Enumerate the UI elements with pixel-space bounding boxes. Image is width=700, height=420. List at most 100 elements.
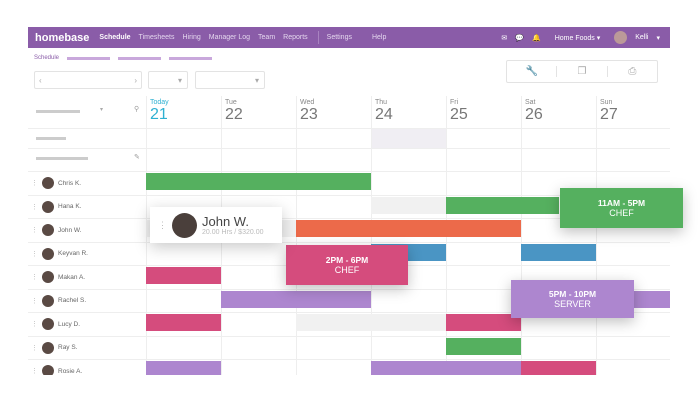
date-number: 25: [450, 106, 468, 123]
day-column: [596, 96, 597, 375]
employee-filter[interactable]: [36, 110, 80, 113]
drag-handle-icon[interactable]: ⋮: [31, 274, 38, 281]
avatar: [42, 294, 54, 307]
unavailable-block[interactable]: [296, 314, 446, 331]
day-header[interactable]: Today 21: [146, 96, 169, 128]
drag-handle-icon[interactable]: ⋮: [31, 368, 38, 375]
day-header[interactable]: Sat 26: [521, 96, 543, 128]
shift-popup[interactable]: 11AM - 5PM CHEF: [560, 188, 683, 228]
drag-handle-icon[interactable]: ⋮: [31, 180, 38, 187]
wrench-icon[interactable]: 🔧: [507, 66, 558, 77]
employee-label[interactable]: ⋮ Keyvan R.: [31, 247, 88, 260]
chevron-down-icon[interactable]: ▾: [656, 34, 660, 42]
weekday-label: Sun: [600, 99, 613, 106]
shift-block[interactable]: [446, 196, 559, 214]
employee-label[interactable]: ⋮ Rachel S.: [31, 294, 87, 307]
nav-divider: [317, 31, 319, 44]
shift-block[interactable]: [221, 290, 371, 308]
grid-divider: [28, 128, 670, 129]
shift-popup[interactable]: 5PM - 10PM SERVER: [511, 280, 634, 318]
drag-handle-icon[interactable]: ⋮: [31, 250, 38, 258]
nav-hiring[interactable]: Hiring: [182, 34, 201, 41]
drag-handle-icon[interactable]: ⋮: [158, 219, 167, 230]
action-buttons: 🔧 ❐ ⎙: [506, 60, 658, 83]
user-avatar[interactable]: [614, 31, 628, 44]
row-label-placeholder: [36, 137, 66, 140]
employee-label[interactable]: ⋮ Chris K.: [31, 177, 81, 189]
user-name[interactable]: Kelli: [635, 34, 649, 41]
mail-icon[interactable]: ✉: [501, 34, 508, 42]
chevron-down-icon[interactable]: ▾: [100, 107, 104, 113]
shift-block[interactable]: [146, 314, 221, 331]
nav-manager-log[interactable]: Manager Log: [208, 34, 251, 41]
sub-nav: Schedule: [28, 51, 213, 65]
employee-name: Ray S.: [58, 344, 78, 351]
dragged-employee-card[interactable]: ⋮ John W. 20.00 Hrs / $320.00: [150, 207, 282, 243]
shift-block[interactable]: [146, 267, 221, 284]
employee-name: Keyvan R.: [58, 250, 88, 257]
shift-block[interactable]: [446, 314, 521, 331]
nav-timesheets[interactable]: Timesheets: [138, 34, 175, 41]
drag-handle-icon[interactable]: ⋮: [31, 227, 38, 234]
employee-label[interactable]: ⋮ Ray S.: [31, 341, 78, 354]
avatar: [42, 365, 54, 375]
date-navigator[interactable]: ‹ ›: [34, 71, 142, 89]
employee-label[interactable]: ⋮ Lucy D.: [31, 318, 80, 330]
date-number: 24: [375, 106, 393, 123]
nav-settings[interactable]: Settings: [326, 34, 352, 41]
day-header[interactable]: Wed 23: [296, 96, 318, 128]
drag-handle-icon[interactable]: ⋮: [31, 344, 38, 352]
drag-handle-icon[interactable]: ⋮: [31, 297, 38, 305]
print-icon[interactable]: ⎙: [628, 66, 637, 77]
nav-reports[interactable]: Reports: [283, 34, 308, 41]
magic-wand-icon[interactable]: ✎: [134, 154, 140, 161]
employee-label[interactable]: ⋮ Hana K.: [31, 200, 82, 213]
subnav-placeholder[interactable]: [118, 56, 162, 60]
shift-popup[interactable]: 2PM - 6PM CHEF: [286, 245, 408, 285]
nav-help[interactable]: Help: [371, 34, 387, 41]
nav-team[interactable]: Team: [258, 34, 276, 41]
location-dropdown[interactable]: Home Foods ▾: [554, 34, 601, 42]
subnav-placeholder[interactable]: [169, 56, 213, 60]
nav-schedule[interactable]: Schedule: [99, 34, 131, 41]
drag-handle-icon[interactable]: ⋮: [31, 203, 38, 211]
next-week-button[interactable]: ›: [134, 75, 137, 85]
shift-block[interactable]: [146, 361, 221, 375]
shift-block[interactable]: [296, 220, 521, 237]
view-select[interactable]: ▾: [148, 71, 188, 89]
day-header[interactable]: Tue 22: [221, 96, 243, 128]
day-header[interactable]: Sun 27: [596, 96, 618, 128]
shift-block[interactable]: [521, 361, 596, 375]
employee-row: ⋮ Chris K.: [28, 171, 670, 195]
subnav-schedule[interactable]: Schedule: [34, 55, 60, 61]
grid-divider: [28, 148, 670, 149]
copy-icon[interactable]: ❐: [557, 66, 608, 77]
date-number: 22: [225, 106, 243, 123]
prev-week-button[interactable]: ‹: [39, 75, 42, 85]
avatar: [172, 212, 197, 238]
filter-select[interactable]: ▾: [195, 71, 265, 89]
employee-name: Rachel S.: [58, 297, 87, 304]
bell-icon[interactable]: 🔔: [532, 34, 541, 42]
search-icon[interactable]: ⚲: [134, 106, 140, 113]
shift-block[interactable]: [371, 361, 521, 375]
chat-icon[interactable]: 💬: [515, 34, 524, 42]
shift-block[interactable]: [146, 173, 371, 190]
employee-name: Rosie A.: [58, 367, 83, 375]
employee-label[interactable]: ⋮ Makan A.: [31, 271, 85, 283]
employee-label[interactable]: ⋮ John W.: [31, 224, 81, 236]
employee-label[interactable]: ⋮ Rosie A.: [31, 365, 82, 375]
employee-row: ⋮ Lucy D.: [28, 312, 670, 336]
day-header[interactable]: Fri 25: [446, 96, 468, 128]
unavailable-block[interactable]: [371, 196, 446, 214]
employee-hours: 20.00 Hrs / $320.00: [202, 229, 264, 236]
shift-block[interactable]: [521, 243, 596, 261]
employee-row: ⋮ Ray S.: [28, 335, 670, 360]
weekday-label: Thu: [375, 99, 388, 106]
shift-block[interactable]: [446, 337, 521, 355]
subnav-placeholder[interactable]: [67, 56, 111, 60]
drag-handle-icon[interactable]: ⋮: [31, 321, 38, 328]
avatar: [42, 200, 54, 213]
day-header[interactable]: Thu 24: [371, 96, 393, 128]
logo: homebase: [35, 31, 90, 44]
